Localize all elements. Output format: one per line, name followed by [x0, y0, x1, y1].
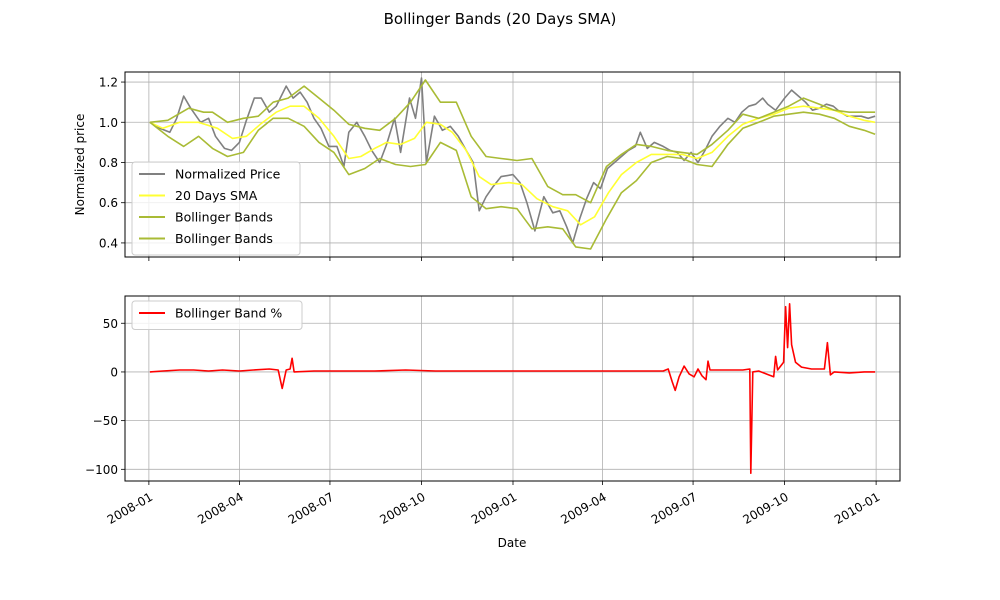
- price-axes-frame: [124, 71, 901, 258]
- legend-box: [131, 161, 301, 256]
- y-tick-label: −100: [85, 463, 118, 477]
- price-x-axis-ticks: [148, 257, 877, 261]
- y-tick-label: 1.0: [99, 116, 118, 130]
- legend-entry-label: 20 Days SMA: [175, 188, 258, 203]
- price-y-axis-label: Normalized price: [73, 114, 87, 216]
- y-tick-label: 50: [103, 317, 118, 331]
- series-line-20-days-sma: [149, 105, 876, 226]
- x-tick-label: 2009-01: [469, 490, 519, 527]
- legend-entry-label: Bollinger Bands: [175, 210, 273, 225]
- x-tick-label: 2010-01: [832, 490, 882, 527]
- legend-entry-label: Bollinger Band %: [175, 306, 282, 321]
- x-tick-label: 2009-10: [740, 490, 790, 527]
- price-legend: Normalized Price 20 Days SMA Bollinger Ban…: [131, 161, 301, 256]
- percent-series-lines: [149, 302, 876, 475]
- y-tick-label: 0.8: [99, 156, 118, 170]
- series-line-bollinger-band: [149, 302, 876, 475]
- y-tick-label: 0.4: [99, 236, 118, 250]
- x-tick-label: 2008-01: [105, 490, 155, 527]
- x-tick-label: 2008-04: [195, 490, 245, 527]
- figure-title: Bollinger Bands (20 Days SMA): [384, 10, 617, 28]
- percent-legend: Bollinger Band %: [131, 300, 303, 330]
- y-tick-label: 1.2: [99, 76, 118, 90]
- x-tick-label: 2008-07: [286, 490, 336, 527]
- series-line-bollinger-bands: [149, 79, 876, 204]
- x-axis-label: Date: [498, 536, 527, 550]
- x-tick-label: 2009-04: [558, 490, 608, 527]
- legend-entry-label: Normalized Price: [175, 167, 281, 182]
- x-tick-label: 2009-07: [649, 490, 699, 527]
- y-tick-label: −50: [93, 414, 118, 428]
- percent-axes-frame: [124, 295, 901, 482]
- price-subplot: 0.4 0.6 0.8 1.0 1.2 Normalized price Normali…: [73, 71, 901, 261]
- percent-x-axis-ticks: 2008-01 2008-04 2008-07 2008-10 2009-01 2009-…: [105, 481, 882, 527]
- percent-grid: [125, 296, 900, 481]
- legend-entry-label: Bollinger Bands: [175, 231, 273, 246]
- series-line-bollinger-bands: [149, 111, 876, 250]
- legend-box: [131, 300, 303, 330]
- y-tick-label: 0: [110, 365, 118, 379]
- x-tick-label: 2008-10: [377, 490, 427, 527]
- percent-y-axis-ticks: −100 −50 0 50: [85, 317, 125, 477]
- series-line-normalized-price: [149, 77, 876, 244]
- y-tick-label: 0.6: [99, 196, 118, 210]
- price-y-axis-ticks: 0.4 0.6 0.8 1.0 1.2: [99, 76, 125, 250]
- price-series-lines: [149, 77, 876, 250]
